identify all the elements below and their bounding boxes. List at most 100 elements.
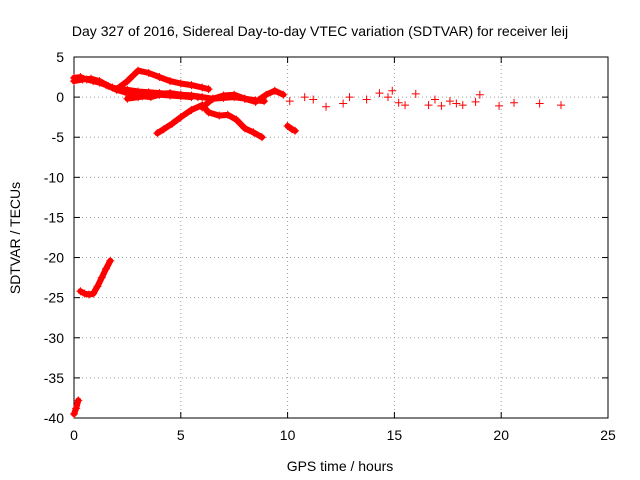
y-tick-label: -10 <box>44 169 64 185</box>
data-point <box>176 113 185 122</box>
data-point <box>401 101 410 110</box>
data-point <box>215 111 224 120</box>
data-point <box>155 73 164 82</box>
data-point <box>240 124 249 133</box>
data-point <box>557 101 566 110</box>
data-point <box>166 89 175 98</box>
data-point <box>458 101 467 110</box>
y-tick-label: -35 <box>44 370 64 386</box>
x-tick-label: 20 <box>493 427 509 443</box>
data-point <box>300 93 309 102</box>
data-point <box>430 95 439 104</box>
data-point <box>89 289 98 298</box>
data-point <box>74 396 83 405</box>
data-point <box>362 95 371 104</box>
x-tick-label: 0 <box>70 427 78 443</box>
data-point <box>219 91 228 100</box>
grid-layer <box>74 57 608 418</box>
y-tick-label: 0 <box>56 89 64 105</box>
data-point <box>187 91 196 100</box>
data-point <box>78 75 87 84</box>
data-point <box>309 95 318 104</box>
y-tick-label: -5 <box>52 129 65 145</box>
data-point <box>80 289 89 298</box>
data-point <box>134 93 143 102</box>
data-point <box>339 99 348 108</box>
series-line-arc-i <box>284 123 299 134</box>
y-tick-label: -40 <box>44 410 64 426</box>
data-point <box>187 81 196 90</box>
y-tick-label: -20 <box>44 250 64 266</box>
y-tick-label: 5 <box>56 49 64 65</box>
data-point <box>144 69 153 78</box>
data-point <box>153 129 162 138</box>
data-point <box>322 102 331 111</box>
data-point <box>291 126 300 135</box>
data-point <box>251 97 260 106</box>
y-tick-label: -25 <box>44 290 64 306</box>
data-point <box>257 133 266 142</box>
data-point <box>475 90 484 99</box>
y-axis-label: SDTVAR / TECUs <box>7 182 23 294</box>
data-point <box>287 125 296 134</box>
data-point <box>285 97 294 106</box>
data-point <box>495 101 504 110</box>
data-point <box>121 88 130 97</box>
data-point <box>394 98 403 107</box>
x-tick-label: 5 <box>177 427 185 443</box>
data-point <box>510 98 519 107</box>
chart-title: Day 327 of 2016, Sidereal Day-to-day VTE… <box>72 23 568 39</box>
data-point <box>102 264 111 273</box>
y-tick-label: -15 <box>44 209 64 225</box>
data-point <box>176 79 185 88</box>
data-point <box>345 93 354 102</box>
data-point <box>95 77 104 86</box>
data-point <box>168 119 177 128</box>
data-point <box>230 90 239 99</box>
data-point <box>112 85 121 94</box>
data-point <box>84 290 93 299</box>
x-tick-label: 15 <box>387 427 403 443</box>
data-point <box>204 85 213 94</box>
data-point <box>123 77 132 86</box>
data-point <box>232 115 241 124</box>
data-point <box>375 89 384 98</box>
data-point <box>198 93 207 102</box>
data-point <box>134 66 143 75</box>
series-line-arc-c <box>113 67 212 93</box>
data-point <box>123 94 132 103</box>
data-point <box>93 282 102 291</box>
x-tick-label: 10 <box>280 427 296 443</box>
data-point <box>72 404 81 413</box>
data-point <box>223 110 232 119</box>
data-point <box>187 105 196 114</box>
x-axis-label: GPS time / hours <box>287 458 394 474</box>
data-layer <box>70 66 566 418</box>
data-point <box>270 86 279 95</box>
data-point <box>452 99 461 108</box>
data-point <box>279 90 288 99</box>
axis-layer: 0 5 10 15 20 25 5 0 -5 -10 -15 -20 -25 -30 -35 -40 <box>44 49 616 443</box>
y-tick-label: -30 <box>44 330 64 346</box>
data-point <box>159 125 168 134</box>
data-point <box>208 94 217 103</box>
data-point <box>70 77 78 86</box>
data-point <box>249 128 258 137</box>
data-point <box>198 83 207 92</box>
series-line-arc-e <box>154 102 265 141</box>
data-point <box>97 273 106 282</box>
data-point <box>262 90 271 99</box>
plot-frame <box>73 56 609 419</box>
data-point <box>87 74 96 83</box>
data-point <box>445 97 454 106</box>
data-point <box>204 108 213 117</box>
data-point <box>106 256 115 265</box>
data-point <box>155 89 164 98</box>
data-point <box>70 409 78 418</box>
data-point <box>198 103 207 112</box>
data-point <box>411 89 420 98</box>
data-point <box>424 101 433 110</box>
data-point <box>240 94 249 103</box>
data-point <box>535 99 544 108</box>
